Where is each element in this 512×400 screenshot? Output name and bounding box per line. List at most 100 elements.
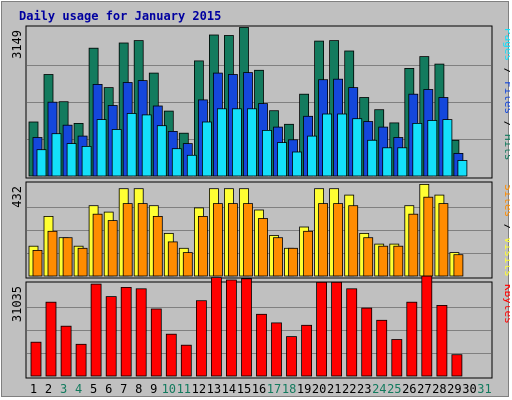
chart-title: Daily usage for January 2015 (19, 9, 221, 23)
legend-item: Visits (502, 237, 510, 277)
day-label-5: 5 (90, 382, 97, 396)
bar-sites-day-24 (378, 245, 389, 277)
bar-pages-day-18 (292, 151, 302, 177)
bar-sites-day-26 (408, 213, 419, 277)
bar-pages-day-3 (66, 143, 77, 177)
bar-kbytes-day-22 (346, 288, 358, 377)
day-label-6: 6 (105, 382, 112, 396)
legend-bottom: KBytes (502, 284, 510, 324)
legend-item: KBytes (502, 284, 510, 324)
bar-sites-day-18 (288, 247, 298, 277)
day-label-31: 31 (477, 382, 491, 396)
day-label-16: 16 (252, 382, 266, 396)
bar-sites-day-28 (438, 203, 449, 277)
bar-kbytes-day-11 (180, 344, 192, 377)
bar-sites-day-4 (77, 247, 88, 277)
day-label-8: 8 (135, 382, 142, 396)
bar-pages-day-29 (457, 160, 468, 177)
bar-sites-day-15 (243, 203, 253, 277)
bar-kbytes-day-17 (271, 322, 282, 377)
bar-sites-day-10 (167, 241, 178, 277)
bar-sites-day-17 (273, 237, 283, 277)
bar-kbytes-day-26 (406, 301, 418, 377)
bar-pages-day-15 (247, 108, 257, 177)
legend-item: / (502, 61, 510, 81)
day-label-4: 4 (75, 382, 82, 396)
bar-pages-day-12 (201, 121, 212, 177)
bar-kbytes-day-2 (45, 301, 57, 377)
max-label-visits-sites: 432 (10, 186, 24, 208)
bar-kbytes-day-24 (376, 319, 388, 377)
bar-sites-day-23 (363, 237, 374, 277)
bar-pages-day-11 (186, 154, 197, 177)
bar-kbytes-day-18 (286, 336, 297, 377)
day-label-11: 11 (177, 382, 191, 396)
bar-pages-day-1 (36, 149, 47, 177)
bar-sites-day-22 (348, 205, 359, 277)
legend-item: / (502, 217, 510, 237)
day-label-18: 18 (282, 382, 296, 396)
bar-sites-day-8 (137, 203, 148, 277)
bar-sites-day-1 (32, 249, 43, 277)
day-label-21: 21 (327, 382, 341, 396)
bar-pages-day-14 (231, 108, 242, 177)
bar-pages-day-25 (397, 147, 408, 177)
bar-pages-day-24 (382, 147, 393, 177)
legend-item: Sites (502, 184, 510, 217)
bar-sites-day-29 (453, 254, 464, 277)
legend-top: Pages / Files / Hits (502, 28, 510, 161)
panel-visits-sites: 432 Sites / Visits (10, 181, 510, 279)
bar-kbytes-day-5 (90, 283, 102, 377)
legend-item: Pages (502, 28, 510, 61)
bar-kbytes-day-13 (210, 277, 222, 377)
bar-sites-day-25 (393, 245, 404, 277)
bar-kbytes-day-19 (301, 324, 313, 377)
bar-pages-day-22 (352, 118, 363, 177)
bar-sites-day-21 (333, 203, 344, 277)
day-label-10: 10 (162, 382, 176, 396)
panel-hits-files-pages: 3149 Pages / Files / Hits (10, 25, 510, 179)
chart-panels: 3149 Pages / Files / Hits 432 Sites / Visit… (10, 25, 510, 379)
bar-pages-day-6 (111, 129, 122, 177)
bar-kbytes-day-1 (30, 341, 42, 377)
bar-sites-day-3 (62, 237, 73, 277)
bar-kbytes-day-15 (241, 278, 252, 377)
bar-kbytes-day-7 (120, 286, 132, 377)
bar-pages-day-27 (427, 120, 438, 177)
day-label-2: 2 (45, 382, 52, 396)
max-label-hits-files-pages: 3149 (10, 30, 24, 59)
day-label-20: 20 (312, 382, 326, 396)
legend-middle: Sites / Visits (502, 184, 510, 277)
max-label-kbytes: 31035 (10, 286, 24, 322)
bar-sites-day-5 (92, 213, 103, 277)
bar-sites-day-16 (258, 218, 268, 277)
bar-pages-day-2 (51, 133, 62, 177)
day-label-14: 14 (222, 382, 236, 396)
day-label-24: 24 (372, 382, 386, 396)
bar-sites-day-13 (212, 203, 223, 277)
bar-sites-day-2 (47, 230, 58, 277)
day-label-17: 17 (267, 382, 281, 396)
bar-pages-day-28 (442, 119, 453, 177)
bar-kbytes-day-27 (421, 275, 433, 377)
bar-sites-day-6 (107, 220, 118, 277)
bar-kbytes-day-14 (225, 279, 237, 377)
bar-kbytes-day-4 (75, 343, 87, 377)
bar-pages-day-4 (81, 145, 92, 177)
bar-pages-day-19 (307, 135, 318, 177)
bar-kbytes-day-3 (60, 325, 72, 377)
day-label-9: 9 (150, 382, 157, 396)
day-label-19: 19 (297, 382, 311, 396)
bar-kbytes-day-23 (361, 307, 373, 377)
bar-sites-day-9 (152, 215, 163, 277)
bar-sites-day-20 (318, 203, 329, 277)
bar-sites-day-7 (122, 203, 133, 277)
panel-kbytes: 31035 KBytes (10, 275, 510, 379)
bar-kbytes-day-29 (451, 354, 463, 377)
bar-pages-day-5 (96, 119, 107, 177)
bar-kbytes-day-28 (436, 304, 448, 377)
day-label-22: 22 (342, 382, 356, 396)
day-label-26: 26 (402, 382, 416, 396)
bar-pages-day-10 (171, 148, 182, 177)
